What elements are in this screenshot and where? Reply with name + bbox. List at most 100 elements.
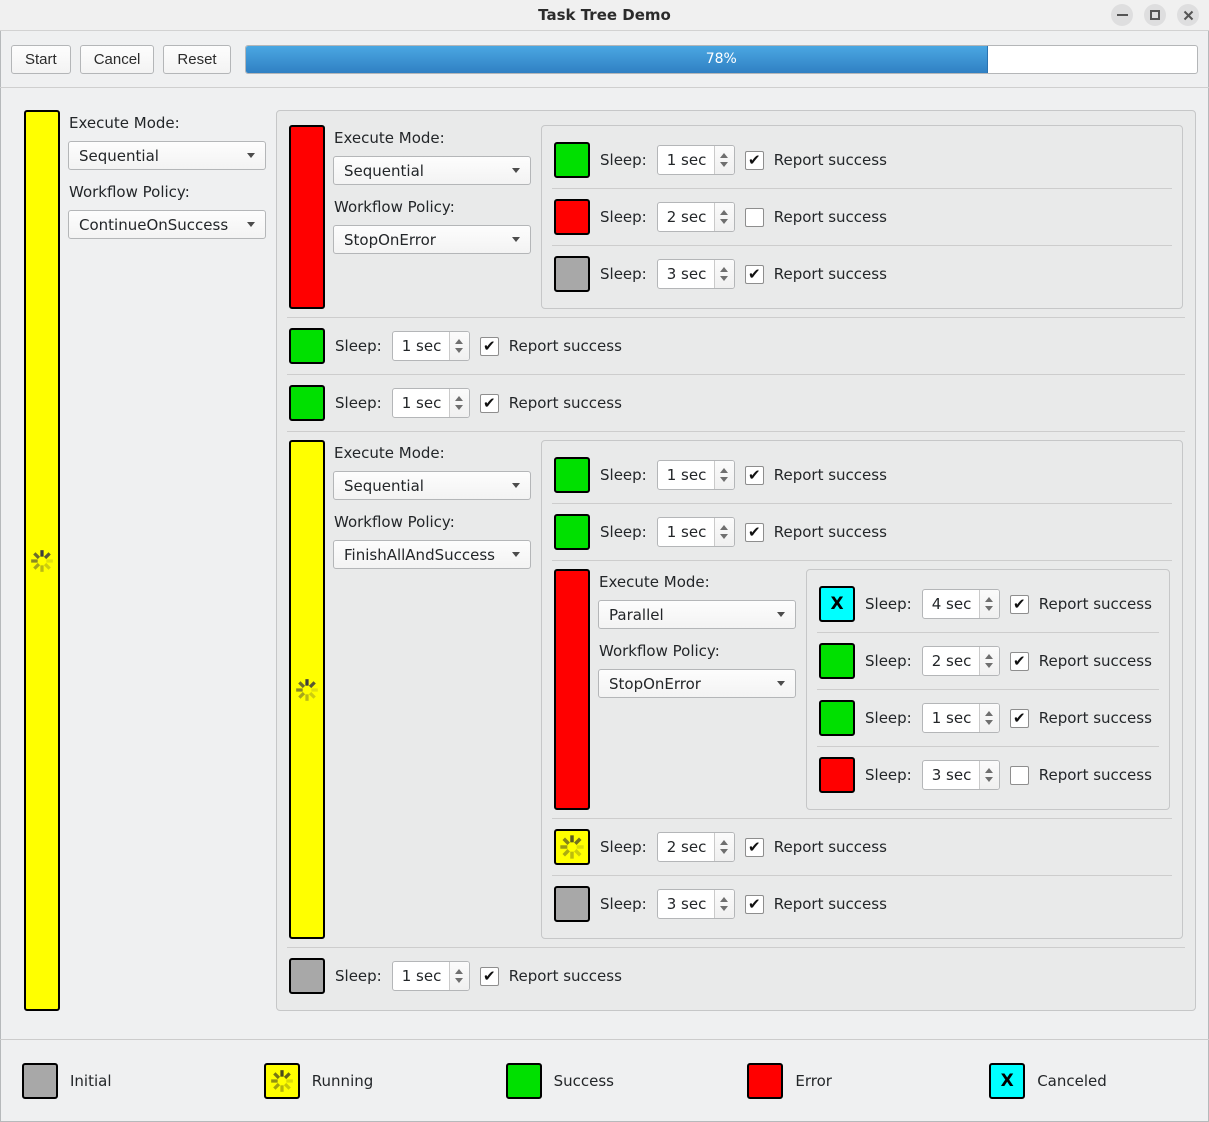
spin-down-arrow[interactable] xyxy=(720,477,729,482)
report-success-label: Report success xyxy=(508,337,622,355)
sleep-label: Sleep: xyxy=(600,151,647,169)
sleep-label: Sleep: xyxy=(600,895,647,913)
group-controls: Execute Mode: Parallel Workflow Policy: … xyxy=(598,571,796,810)
sleep-duration-spinbox[interactable]: 4 sec xyxy=(921,589,1000,619)
start-button[interactable]: Start xyxy=(11,44,71,74)
report-success-checkbox[interactable] xyxy=(744,465,764,485)
spin-down-arrow[interactable] xyxy=(985,663,994,668)
spin-up-arrow[interactable] xyxy=(720,840,729,845)
spin-up-arrow[interactable] xyxy=(455,339,464,344)
spin-down-arrow[interactable] xyxy=(720,906,729,911)
sleep-duration-spinbox[interactable]: 1 sec xyxy=(656,517,735,547)
spin-down-arrow[interactable] xyxy=(720,849,729,854)
workflow-policy-combobox[interactable]: StopOnError xyxy=(598,669,796,698)
close-button[interactable] xyxy=(1177,4,1199,26)
sleep-duration-spinbox[interactable]: 1 sec xyxy=(391,961,470,991)
spin-down-arrow[interactable] xyxy=(455,978,464,983)
sleep-duration-spinbox[interactable]: 1 sec xyxy=(921,703,1000,733)
report-success-checkbox[interactable] xyxy=(744,150,764,170)
report-success-label: Report success xyxy=(508,967,622,985)
separator xyxy=(287,431,1185,432)
report-success-checkbox[interactable] xyxy=(1009,708,1029,728)
execute-mode-combobox[interactable]: Parallel xyxy=(598,600,796,629)
report-success-checkbox[interactable] xyxy=(744,207,764,227)
spin-down-arrow[interactable] xyxy=(985,777,994,782)
status-square xyxy=(819,643,855,679)
sleep-duration-spinbox[interactable]: 3 sec xyxy=(921,760,1000,790)
report-success-label: Report success xyxy=(773,895,887,913)
sleep-duration-spinbox[interactable]: 1 sec xyxy=(656,145,735,175)
sleep-label: Sleep: xyxy=(600,265,647,283)
spin-down-arrow[interactable] xyxy=(985,606,994,611)
sleep-task-row: Sleep: 3 sec Report success xyxy=(542,876,1182,932)
execute-mode-combobox[interactable]: Sequential xyxy=(333,471,531,500)
success-status-square xyxy=(505,1063,542,1099)
spin-down-arrow[interactable] xyxy=(720,162,729,167)
spin-down-arrow[interactable] xyxy=(455,348,464,353)
workflow-policy-combobox[interactable]: ContinueOnSuccess xyxy=(68,210,266,239)
spin-up-arrow[interactable] xyxy=(985,597,994,602)
report-success-label: Report success xyxy=(773,838,887,856)
report-success-checkbox[interactable] xyxy=(479,966,499,986)
sleep-duration-spinbox[interactable]: 2 sec xyxy=(921,646,1000,676)
sleep-duration-spinbox[interactable]: 3 sec xyxy=(656,259,735,289)
sleep-task-row: Sleep: 2 sec Report success xyxy=(542,819,1182,875)
execute-mode-combobox[interactable]: Sequential xyxy=(68,141,266,170)
chevron-down-icon xyxy=(512,168,520,173)
reset-button[interactable]: Reset xyxy=(163,44,231,74)
spin-up-arrow[interactable] xyxy=(720,897,729,902)
report-success-checkbox[interactable] xyxy=(744,522,764,542)
cancel-button[interactable]: Cancel xyxy=(79,44,155,74)
report-success-checkbox[interactable] xyxy=(479,393,499,413)
window-controls xyxy=(1111,0,1199,30)
status-square xyxy=(554,142,590,178)
sleep-duration-spinbox[interactable]: 1 sec xyxy=(391,331,470,361)
spin-up-arrow[interactable] xyxy=(720,525,729,530)
spinner-icon xyxy=(560,835,584,859)
spin-down-arrow[interactable] xyxy=(720,276,729,281)
sleep-duration-spinbox[interactable]: 1 sec xyxy=(656,460,735,490)
spin-up-arrow[interactable] xyxy=(985,654,994,659)
report-success-checkbox[interactable] xyxy=(744,264,764,284)
minimize-button[interactable] xyxy=(1111,4,1133,26)
report-success-label: Report success xyxy=(773,208,887,226)
spin-down-arrow[interactable] xyxy=(720,534,729,539)
spin-up-arrow[interactable] xyxy=(455,396,464,401)
sleep-task-row: Sleep: 1 sec Report success xyxy=(542,132,1182,188)
spin-down-arrow[interactable] xyxy=(720,219,729,224)
sleep-duration-value: 1 sec xyxy=(401,967,442,985)
spin-buttons xyxy=(448,962,469,990)
sleep-duration-spinbox[interactable]: 2 sec xyxy=(656,202,735,232)
sleep-duration-spinbox[interactable]: 2 sec xyxy=(656,832,735,862)
group-controls: Execute Mode: Sequential Workflow Policy… xyxy=(333,442,531,939)
initial-status-square xyxy=(22,1063,58,1099)
running-status-square xyxy=(263,1063,300,1099)
separator xyxy=(552,875,1172,876)
maximize-button[interactable] xyxy=(1144,4,1166,26)
spin-up-arrow[interactable] xyxy=(985,768,994,773)
chevron-down-icon xyxy=(512,483,520,488)
sleep-duration-spinbox[interactable]: 1 sec xyxy=(391,388,470,418)
report-success-checkbox[interactable] xyxy=(744,837,764,857)
spin-up-arrow[interactable] xyxy=(455,969,464,974)
sleep-task-row: Sleep: 2 sec Report success xyxy=(542,189,1182,245)
workflow-policy-combobox[interactable]: FinishAllAndSuccess xyxy=(333,540,531,569)
spin-up-arrow[interactable] xyxy=(720,210,729,215)
report-success-checkbox[interactable] xyxy=(1009,765,1029,785)
spin-down-arrow[interactable] xyxy=(985,720,994,725)
report-success-checkbox[interactable] xyxy=(479,336,499,356)
sleep-task-row: Sleep: 2 sec Report success xyxy=(807,633,1169,689)
report-success-checkbox[interactable] xyxy=(1009,651,1029,671)
spin-up-arrow[interactable] xyxy=(985,711,994,716)
sleep-duration-spinbox[interactable]: 3 sec xyxy=(656,889,735,919)
spin-up-arrow[interactable] xyxy=(720,267,729,272)
spin-up-arrow[interactable] xyxy=(720,468,729,473)
report-success-checkbox[interactable] xyxy=(744,894,764,914)
spin-up-arrow[interactable] xyxy=(720,153,729,158)
spin-down-arrow[interactable] xyxy=(455,405,464,410)
report-success-checkbox[interactable] xyxy=(1009,594,1029,614)
legend-label: Success xyxy=(553,1072,614,1090)
execute-mode-combobox[interactable]: Sequential xyxy=(333,156,531,185)
workflow-policy-combobox[interactable]: StopOnError xyxy=(333,225,531,254)
